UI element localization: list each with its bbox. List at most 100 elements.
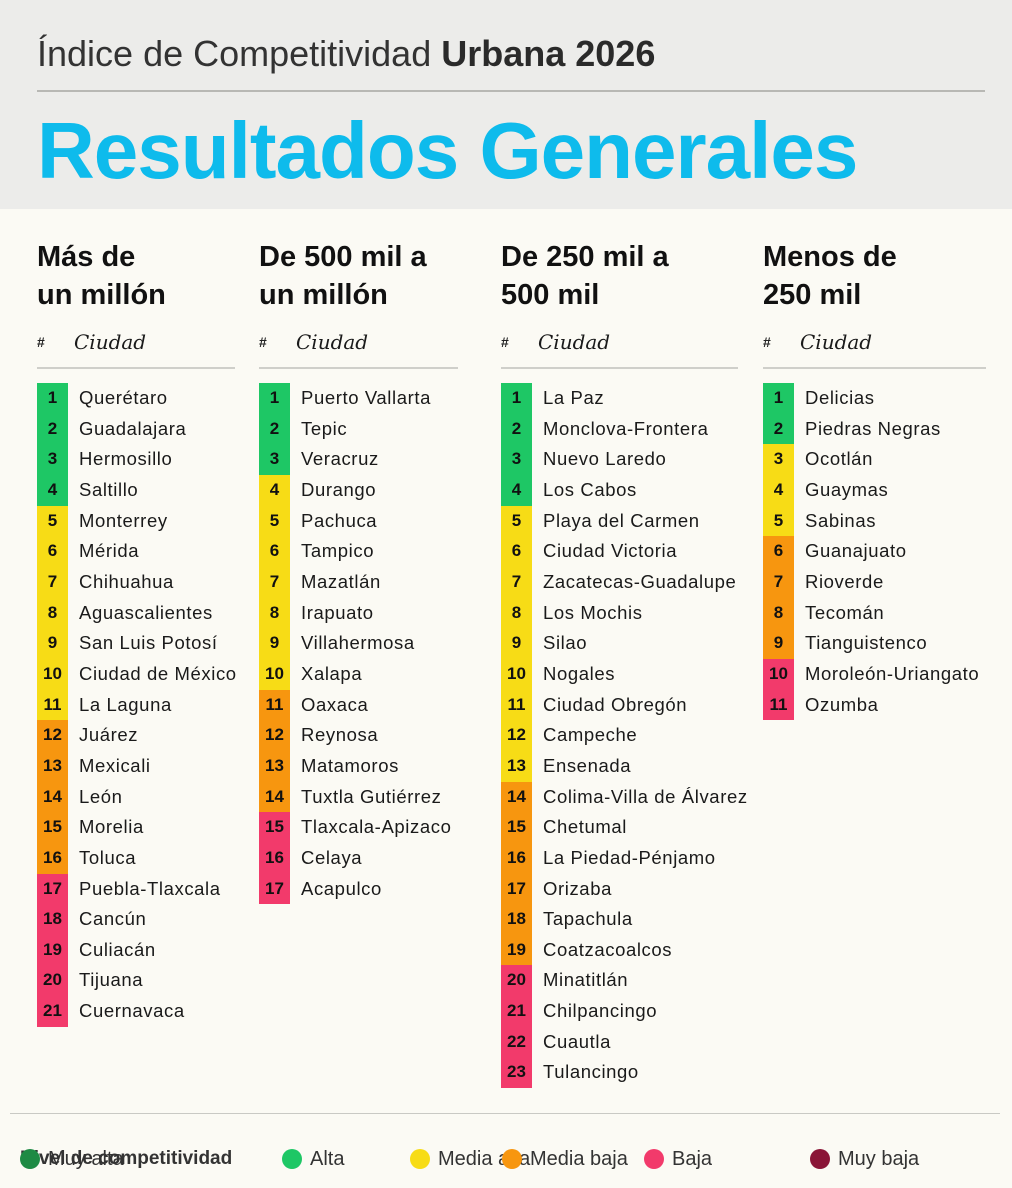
- rank-badge: 7: [259, 566, 290, 598]
- city-name: Chetumal: [543, 816, 627, 838]
- rank-column-header: #: [37, 334, 45, 350]
- rank-badge: 17: [37, 873, 68, 905]
- rank-badge: 20: [37, 965, 68, 997]
- rank-badge: 1: [501, 383, 532, 414]
- city-name: Pachuca: [301, 509, 378, 531]
- rank-badge: 7: [37, 566, 68, 598]
- kicker-bold: Urbana 2026: [441, 33, 656, 74]
- legend-label: Muy baja: [838, 1148, 920, 1170]
- city-name: León: [79, 785, 123, 807]
- rank-badge: 4: [37, 474, 68, 506]
- rank-badge: 12: [501, 720, 532, 751]
- legend-label: Muy alta: [48, 1148, 124, 1170]
- rank-badge: 12: [259, 720, 290, 751]
- header-band: Índice de Competitividad Urbana 2026 Res…: [0, 0, 1012, 209]
- rank-badge: 10: [501, 658, 532, 690]
- city-name: Ozumba: [805, 693, 879, 715]
- header-rule: [37, 367, 235, 369]
- header-rule: [259, 367, 458, 369]
- size-group-3: De 250 mil a 500 mil # Ciudad 1 La Paz 2 Monclo…: [501, 238, 747, 1089]
- group-title: Más de un millón: [37, 238, 235, 314]
- rank-badge: 21: [37, 996, 68, 1027]
- city-name: Morelia: [79, 816, 144, 838]
- city-name: Veracruz: [301, 448, 379, 470]
- group-title: De 500 mil a un millón: [259, 238, 458, 314]
- city-name: Aguascalientes: [79, 601, 213, 623]
- rank-badge: 9: [37, 628, 68, 659]
- page-title: Resultados Generales: [37, 106, 858, 195]
- city-column-header: Ciudad: [538, 330, 611, 354]
- city-name: Tianguistenco: [805, 632, 928, 654]
- group-title-line2: un millón: [259, 279, 388, 311]
- city-name: Puerto Vallarta: [301, 387, 431, 408]
- city-name: Moroleón-Uriangato: [805, 662, 980, 684]
- rank-badge: 13: [501, 750, 532, 782]
- header-divider: [37, 90, 985, 92]
- city-name: Oaxaca: [301, 693, 369, 715]
- city-name: Cuernavaca: [79, 1000, 185, 1022]
- rank-badge: 10: [763, 658, 794, 690]
- rank-badge: 3: [763, 444, 794, 475]
- rank-badge: 9: [501, 628, 532, 659]
- rank-badge: 3: [37, 444, 68, 475]
- size-group-1: Más de un millón # Ciudad 1 Querétaro 2 Guadala…: [37, 238, 236, 1027]
- city-name: Chihuahua: [79, 570, 174, 592]
- legend-label: Alta: [310, 1148, 345, 1170]
- rank-badge: 20: [501, 965, 532, 997]
- rank-badge: 13: [259, 750, 290, 782]
- rank-badge: 11: [501, 689, 532, 721]
- legend-dot-icon: [282, 1149, 302, 1169]
- group-title: Menos de 250 mil: [763, 238, 986, 314]
- city-column-header: Ciudad: [296, 330, 369, 354]
- rank-badge: 5: [259, 505, 290, 537]
- rank-badge: 11: [37, 689, 68, 721]
- city-name: Silao: [543, 632, 588, 654]
- rank-badge: 9: [763, 628, 794, 659]
- rank-badge: 6: [763, 536, 794, 567]
- rank-badge: 6: [259, 536, 290, 567]
- rank-badge: 19: [37, 934, 68, 966]
- rank-badge: 3: [501, 444, 532, 475]
- legend-label: Baja: [672, 1148, 713, 1170]
- city-name: Ciudad Victoria: [543, 540, 678, 562]
- city-name: Cancún: [79, 908, 147, 930]
- city-name: Guaymas: [805, 478, 889, 500]
- rank-badge: 9: [259, 628, 290, 659]
- city-name: Rioverde: [805, 570, 884, 592]
- legend-label: Media baja: [530, 1148, 628, 1170]
- rank-badge: 6: [501, 536, 532, 567]
- rank-badge: 10: [259, 658, 290, 690]
- group-title-line1: Menos de: [763, 241, 897, 273]
- city-name: Culiacán: [79, 938, 156, 960]
- city-name: Juárez: [79, 724, 139, 746]
- city-name: Hermosillo: [79, 448, 173, 470]
- rank-badge: 8: [259, 597, 290, 629]
- rank-badge: 5: [763, 505, 794, 537]
- rank-column-header: #: [259, 334, 267, 350]
- column-header: # Ciudad: [37, 330, 235, 354]
- city-name: Ciudad de México: [79, 662, 237, 684]
- rank-badge: 2: [259, 413, 290, 445]
- rank-badge: 15: [259, 812, 290, 843]
- column-header: # Ciudad: [501, 330, 738, 354]
- city-name: Tampico: [301, 540, 375, 562]
- group-title-line1: De 500 mil a: [259, 241, 427, 273]
- city-name: Delicias: [805, 387, 875, 408]
- city-name: Sabinas: [805, 509, 877, 531]
- city-name: Tecomán: [805, 601, 885, 623]
- legend-dot-icon: [644, 1149, 664, 1169]
- legend-dot-icon: [502, 1149, 522, 1169]
- city-name: Minatitlán: [543, 969, 629, 991]
- rank-badge: 15: [37, 812, 68, 843]
- rank-badge: 1: [763, 383, 794, 414]
- group-title-line2: 250 mil: [763, 279, 862, 311]
- city-name: Ciudad Obregón: [543, 693, 688, 715]
- city-name: Durango: [301, 478, 377, 500]
- rank-badge: 19: [501, 934, 532, 966]
- city-column-header: Ciudad: [74, 330, 147, 354]
- city-name: Mexicali: [79, 754, 151, 776]
- rank-badge: 11: [259, 689, 290, 721]
- city-name: Saltillo: [79, 478, 139, 500]
- group-title: De 250 mil a 500 mil: [501, 238, 738, 314]
- size-group-4: Menos de 250 mil # Ciudad 1 Delicias 2 Piedras …: [763, 238, 986, 721]
